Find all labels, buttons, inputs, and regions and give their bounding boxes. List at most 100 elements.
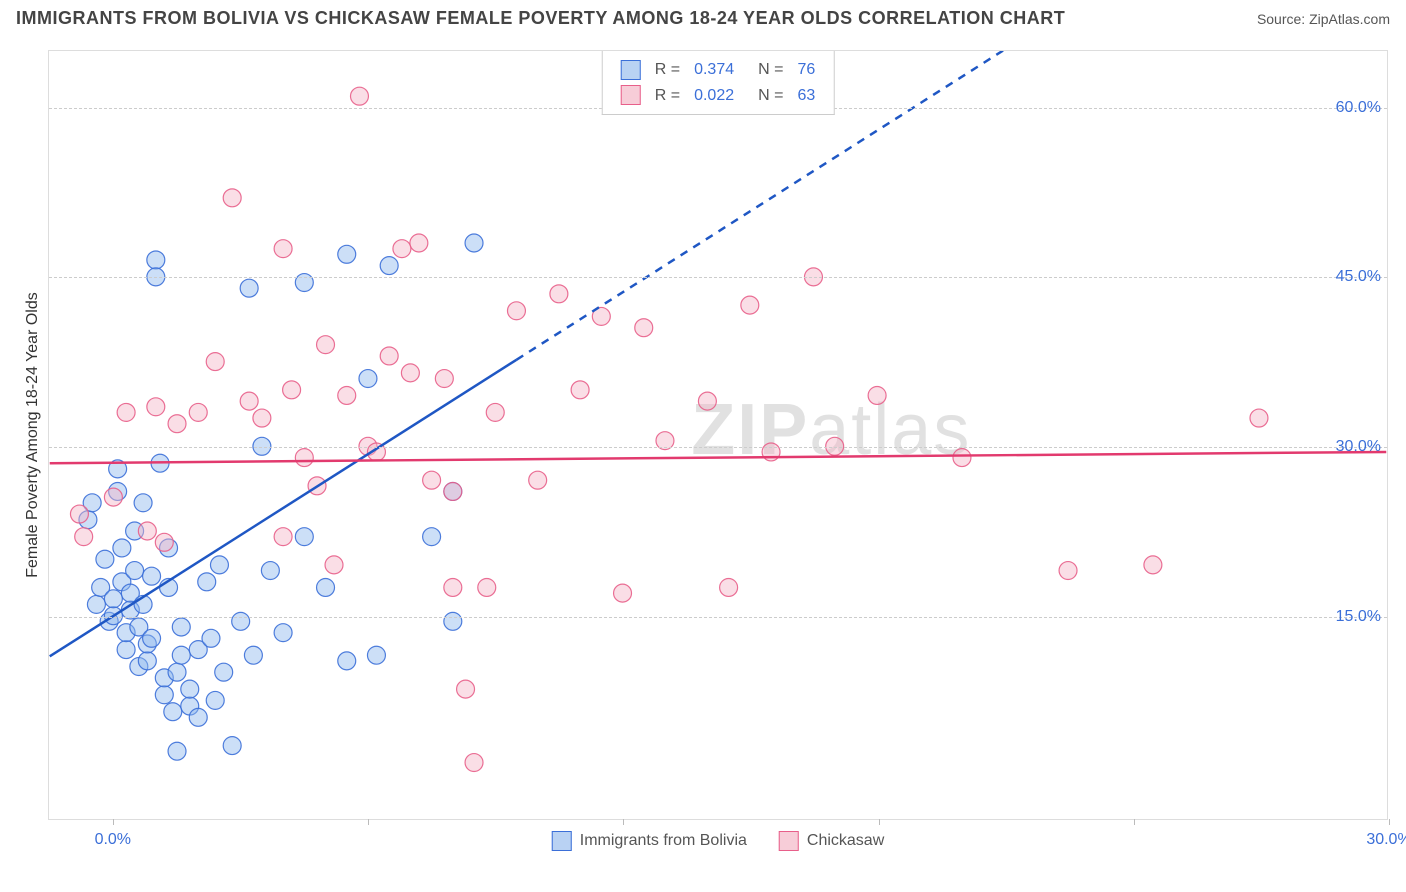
data-point [826, 437, 844, 455]
data-point [317, 578, 335, 596]
y-tick-label: 30.0% [1336, 438, 1381, 456]
x-tick [1389, 819, 1390, 825]
x-tick-label: 0.0% [95, 831, 131, 849]
n-label: N = [758, 57, 783, 83]
data-point [253, 437, 271, 455]
data-point [210, 556, 228, 574]
data-point [457, 680, 475, 698]
data-point [96, 550, 114, 568]
data-point [126, 562, 144, 580]
data-point [143, 567, 161, 585]
scatter-plot [49, 51, 1387, 819]
n-value: 63 [797, 83, 815, 109]
data-point [75, 528, 93, 546]
data-point [435, 370, 453, 388]
data-point [338, 245, 356, 263]
data-point [87, 595, 105, 613]
data-point [240, 392, 258, 410]
y-axis-label: Female Poverty Among 18-24 Year Olds [24, 292, 42, 578]
data-point [444, 578, 462, 596]
data-point [261, 562, 279, 580]
data-point [465, 234, 483, 252]
r-value: 0.022 [694, 83, 734, 109]
grid-line [49, 617, 1387, 618]
data-point [134, 494, 152, 512]
grid-line [49, 277, 1387, 278]
r-value: 0.374 [694, 57, 734, 83]
r-label: R = [655, 57, 680, 83]
data-point [202, 629, 220, 647]
data-point [401, 364, 419, 382]
data-point [550, 285, 568, 303]
data-point [571, 381, 589, 399]
data-point [614, 584, 632, 602]
data-point [104, 590, 122, 608]
trend-line-solid [50, 360, 517, 657]
data-point [338, 652, 356, 670]
data-point [1059, 562, 1077, 580]
legend-bottom: Immigrants from Bolivia Chickasaw [552, 831, 885, 851]
x-tick [113, 819, 114, 825]
data-point [274, 240, 292, 258]
data-point [274, 624, 292, 642]
data-point [189, 708, 207, 726]
data-point [223, 737, 241, 755]
data-point [155, 686, 173, 704]
data-point [741, 296, 759, 314]
x-tick [879, 819, 880, 825]
n-value: 76 [797, 57, 815, 83]
data-point [164, 703, 182, 721]
data-point [181, 680, 199, 698]
data-point [317, 336, 335, 354]
data-point [444, 612, 462, 630]
legend-item: Chickasaw [779, 831, 884, 851]
data-point [635, 319, 653, 337]
data-point [143, 629, 161, 647]
r-label: R = [655, 83, 680, 109]
data-point [147, 251, 165, 269]
data-point [868, 386, 886, 404]
series-swatch [621, 85, 641, 105]
x-tick-label: 30.0% [1366, 831, 1406, 849]
x-tick [368, 819, 369, 825]
data-point [444, 482, 462, 500]
data-point [325, 556, 343, 574]
data-point [953, 449, 971, 467]
data-point [295, 274, 313, 292]
data-point [295, 449, 313, 467]
data-point [423, 471, 441, 489]
data-point [215, 663, 233, 681]
data-point [168, 663, 186, 681]
data-point [359, 370, 377, 388]
data-point [113, 539, 131, 557]
x-tick [623, 819, 624, 825]
legend-item: Immigrants from Bolivia [552, 831, 747, 851]
data-point [172, 618, 190, 636]
n-label: N = [758, 83, 783, 109]
y-tick-label: 60.0% [1336, 99, 1381, 117]
data-point [189, 403, 207, 421]
data-point [168, 415, 186, 433]
stats-box: R = 0.374 N = 76 R = 0.022 N = 63 [602, 51, 835, 115]
data-point [1250, 409, 1268, 427]
source-label: Source: ZipAtlas.com [1257, 11, 1390, 27]
trend-line [50, 452, 1387, 463]
data-point [698, 392, 716, 410]
data-point [223, 189, 241, 207]
legend-swatch [552, 831, 572, 851]
data-point [244, 646, 262, 664]
data-point [393, 240, 411, 258]
stats-row: R = 0.374 N = 76 [621, 57, 816, 83]
y-tick-label: 45.0% [1336, 268, 1381, 286]
data-point [410, 234, 428, 252]
data-point [198, 573, 216, 591]
data-point [232, 612, 250, 630]
series-swatch [621, 60, 641, 80]
data-point [117, 641, 135, 659]
data-point [138, 522, 156, 540]
data-point [1144, 556, 1162, 574]
data-point [486, 403, 504, 421]
data-point [529, 471, 547, 489]
grid-line [49, 447, 1387, 448]
data-point [367, 646, 385, 664]
